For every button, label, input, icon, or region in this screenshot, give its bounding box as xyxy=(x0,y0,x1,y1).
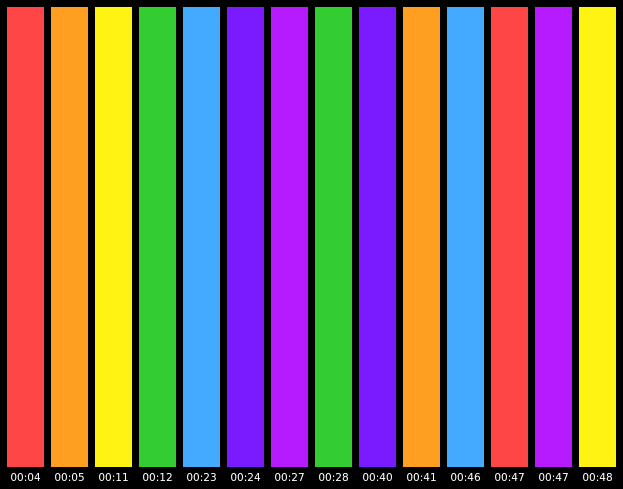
time-label: 00:27 xyxy=(274,472,304,484)
time-label: 00:40 xyxy=(362,472,392,484)
color-block xyxy=(359,7,396,467)
time-label: 00:47 xyxy=(538,472,568,484)
time-label: 00:11 xyxy=(98,472,128,484)
color-block xyxy=(51,7,88,467)
color-block xyxy=(227,7,264,467)
time-label: 00:46 xyxy=(450,472,481,484)
time-label: 00:48 xyxy=(582,472,612,484)
color-block xyxy=(447,7,484,467)
time-label: 00:05 xyxy=(54,472,84,484)
time-label: 00:28 xyxy=(318,472,348,484)
time-label: 00:23 xyxy=(186,472,216,484)
color-block xyxy=(95,7,132,467)
color-block xyxy=(7,7,44,467)
color-block xyxy=(139,7,176,467)
time-label: 00:47 xyxy=(494,472,524,484)
color-block xyxy=(183,7,220,467)
time-label: 00:41 xyxy=(406,472,436,484)
color-block xyxy=(535,7,572,467)
color-block xyxy=(315,7,352,467)
color-block xyxy=(491,7,528,467)
color-block xyxy=(271,7,308,467)
time-label: 00:04 xyxy=(10,472,41,484)
color-block xyxy=(403,7,440,467)
time-label: 00:12 xyxy=(142,472,172,484)
color-block xyxy=(579,7,616,467)
time-label: 00:24 xyxy=(230,472,261,484)
